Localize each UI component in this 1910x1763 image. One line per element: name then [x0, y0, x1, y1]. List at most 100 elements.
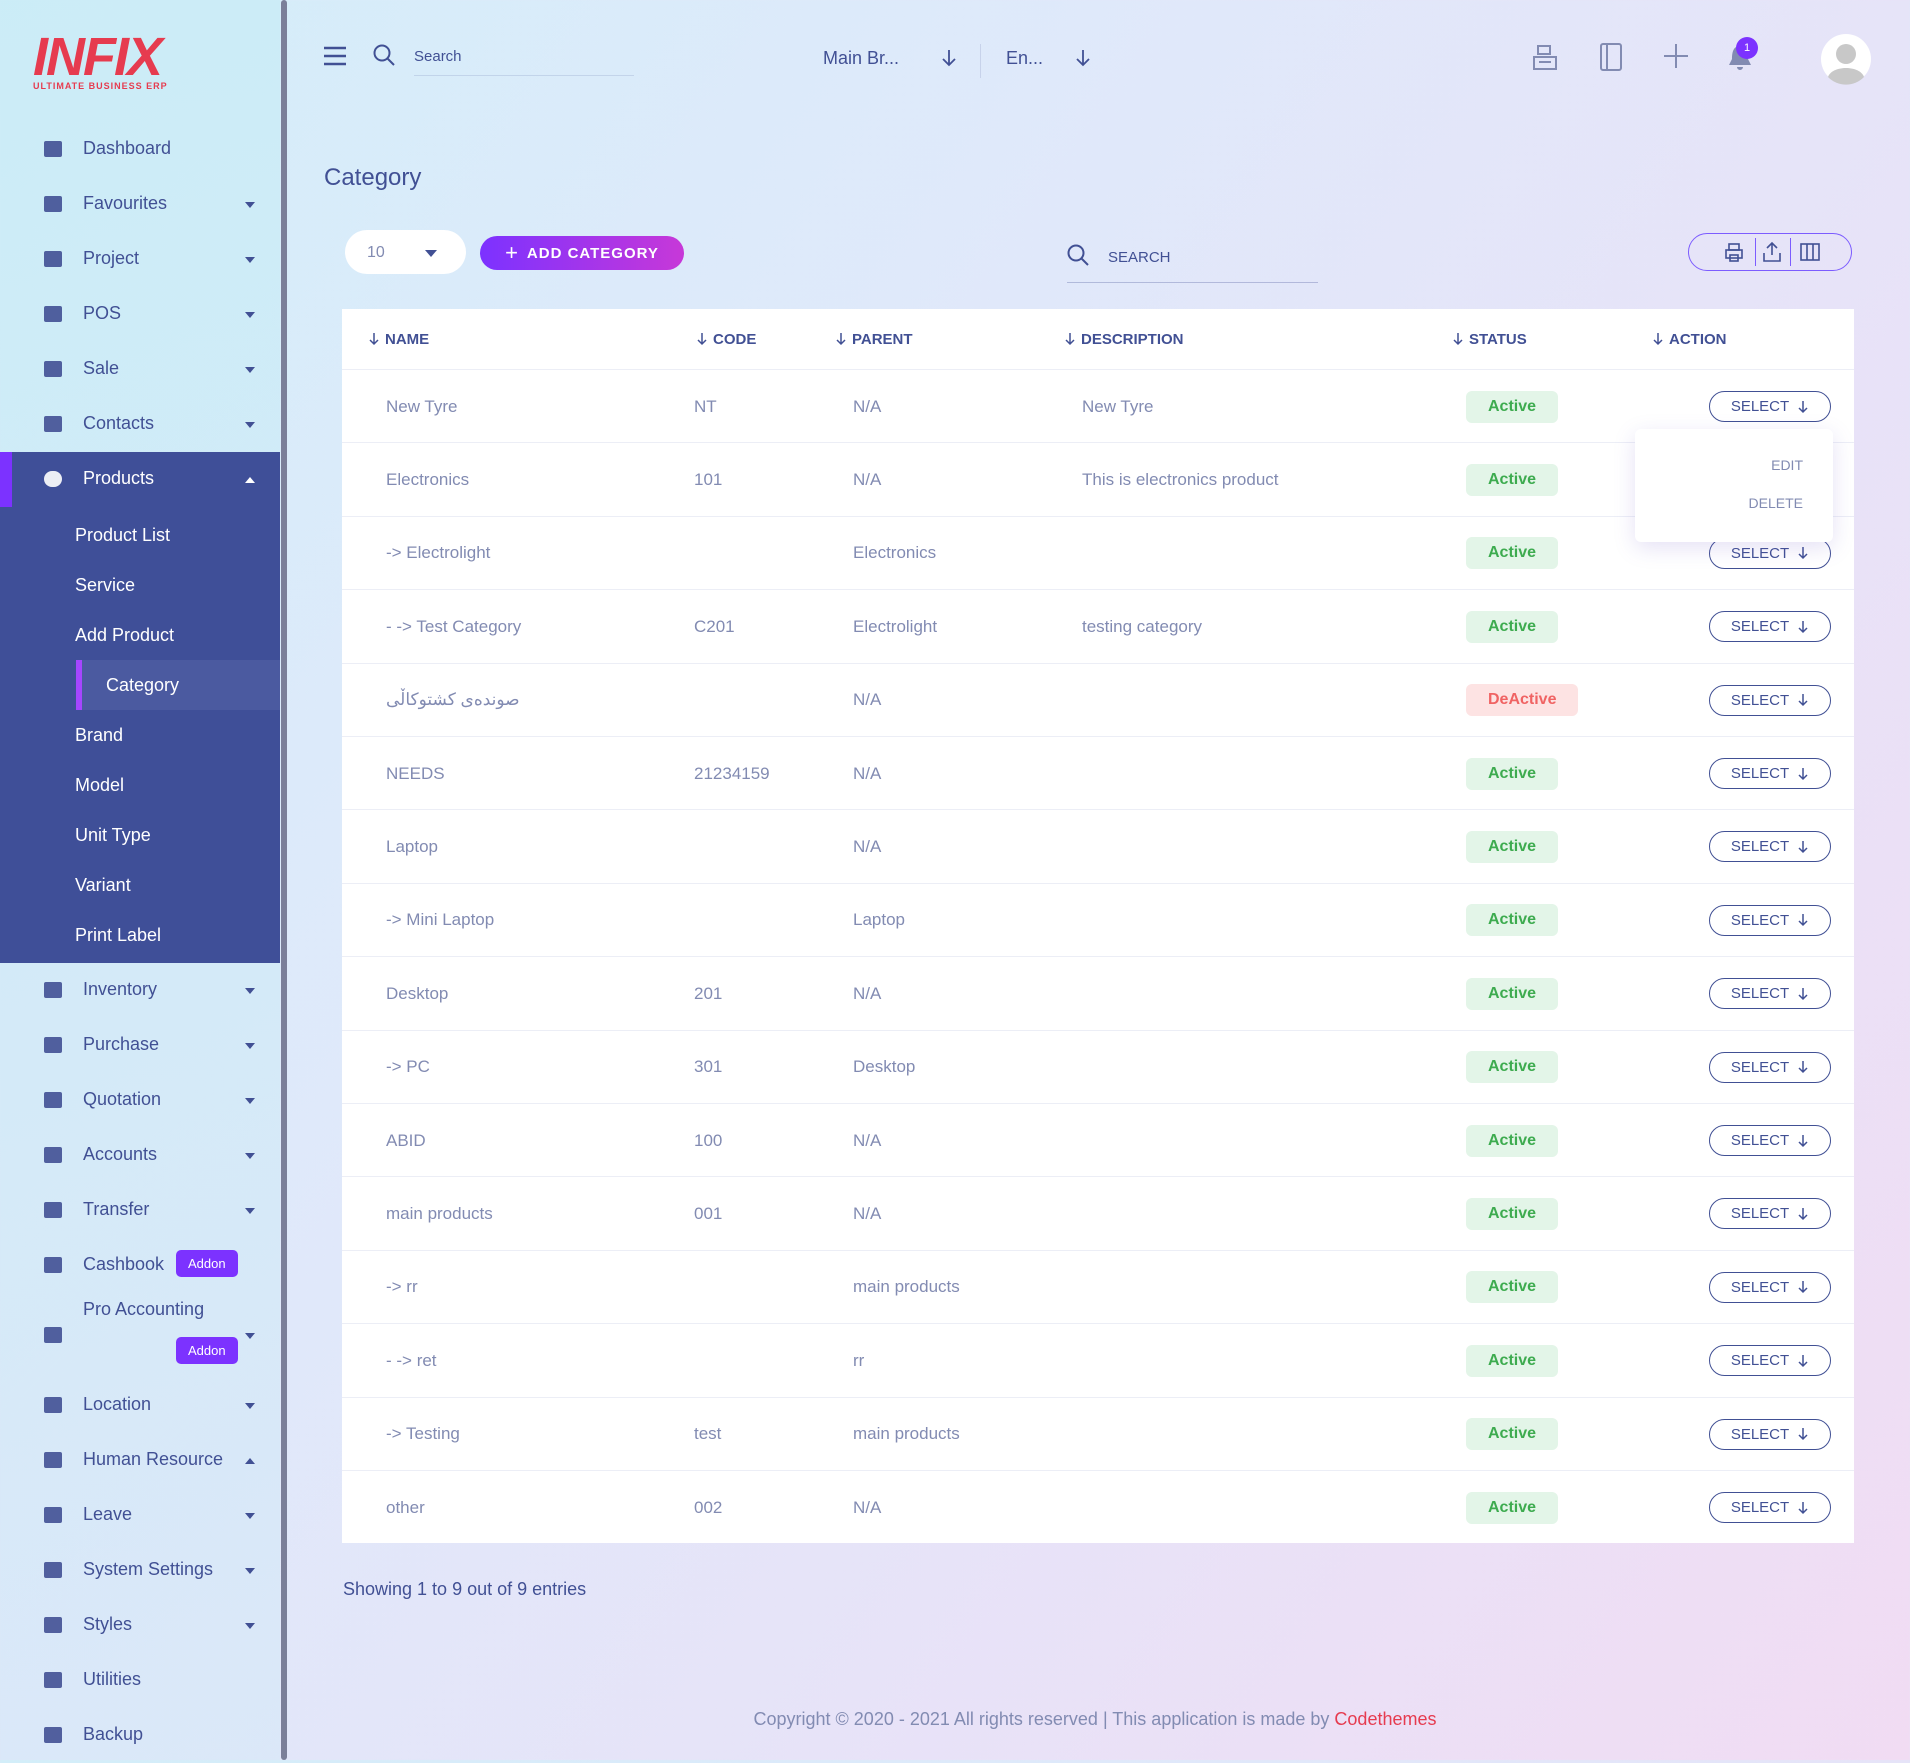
select-arrow [1798, 767, 1808, 780]
menu-item[interactable]: Human Resource [0, 1433, 280, 1488]
select-button[interactable]: SELECT [1709, 978, 1831, 1010]
table-row: -> rr main products Active SELECT [342, 1249, 1854, 1324]
menu-item[interactable]: Cashbook Addon [0, 1238, 280, 1293]
branch-select[interactable]: Main Br... [823, 48, 900, 68]
select-button[interactable]: SELECT [1709, 758, 1831, 789]
select-arrow [1798, 1428, 1808, 1441]
dropdown-option[interactable]: DELETE [1748, 495, 1803, 511]
column-header[interactable]: ACTION [1652, 309, 1727, 369]
select-button[interactable]: SELECT [1709, 831, 1831, 863]
table-cell: N/A [853, 396, 882, 416]
menu-item[interactable]: Products [0, 452, 280, 507]
status-badge: Active [1466, 1418, 1559, 1451]
select-label: SELECT [1730, 544, 1790, 562]
menu-toggle[interactable] [323, 45, 347, 67]
column-header[interactable]: NAME [368, 309, 429, 369]
table-cell: Electronics [386, 469, 470, 489]
add-icon[interactable] [1663, 43, 1689, 69]
avatar[interactable] [1820, 33, 1872, 85]
menu-label: Utilities [83, 1669, 142, 1689]
menu-label: Accounts [83, 1144, 158, 1164]
menu-item[interactable]: Inventory [0, 963, 280, 1018]
select-button[interactable]: SELECT [1709, 684, 1831, 716]
menu-item[interactable]: Styles [0, 1598, 280, 1653]
top-search[interactable]: Search [414, 48, 634, 76]
menu-item[interactable]: Quotation [0, 1073, 280, 1128]
submenu-item[interactable]: Brand [0, 710, 280, 760]
select-button[interactable]: SELECT [1709, 611, 1831, 643]
pos-icon[interactable] [1531, 43, 1559, 71]
export-button[interactable] [1762, 241, 1782, 263]
menu-item[interactable]: Utilities [0, 1653, 280, 1708]
status-badge: Active [1466, 977, 1559, 1010]
dropdown-option[interactable]: EDIT [1771, 457, 1803, 473]
submenu-item[interactable]: Model [0, 760, 280, 810]
submenu-label: Category [106, 674, 180, 695]
column-header[interactable]: STATUS [1452, 309, 1527, 369]
submenu-item[interactable]: Unit Type [0, 810, 280, 860]
status-cell: DeActive [1466, 664, 1579, 737]
page-size-select[interactable]: 10 [345, 230, 466, 274]
menu-item[interactable]: Contacts [0, 397, 280, 452]
table-cell: -> Electrolight [386, 543, 491, 563]
submenu-item[interactable]: Variant [0, 860, 280, 910]
menu-item[interactable]: Transfer [0, 1183, 280, 1238]
select-label: SELECT [1730, 1205, 1790, 1223]
select-label: SELECT [1730, 838, 1790, 856]
menu-item[interactable]: Leave [0, 1488, 280, 1543]
divider [980, 44, 981, 78]
scrollbar[interactable] [281, 0, 287, 1760]
select-button[interactable]: SELECT [1709, 537, 1831, 569]
table-search[interactable]: SEARCH [1067, 248, 1318, 283]
submenu-label: Unit Type [75, 824, 151, 845]
menu-item[interactable]: System Settings [0, 1543, 280, 1598]
submenu-item[interactable]: Product List [0, 510, 280, 560]
menu-item[interactable]: Location [0, 1378, 280, 1433]
notebook-icon[interactable] [1598, 42, 1624, 72]
column-header[interactable]: PARENT [835, 309, 913, 369]
select-button[interactable]: SELECT [1709, 904, 1831, 936]
menu-item[interactable]: Accounts [0, 1128, 280, 1183]
select-button[interactable]: SELECT [1709, 1271, 1831, 1303]
menu-item[interactable]: POS [0, 287, 280, 342]
submenu-item[interactable]: Print Label [0, 910, 280, 960]
select-button[interactable]: SELECT [1709, 1125, 1831, 1156]
logo[interactable]: INFIX [33, 27, 163, 87]
menu-item[interactable]: Sale [0, 342, 280, 397]
table-row: صوندەی کشتوکاڵی N/A DeActive SELECT [342, 662, 1854, 737]
submenu-item[interactable]: Category [76, 660, 280, 710]
select-button[interactable]: SELECT [1709, 391, 1831, 422]
select-button[interactable]: SELECT [1709, 1051, 1831, 1083]
menu-icon [44, 1202, 62, 1218]
select-button[interactable]: SELECT [1709, 1492, 1831, 1523]
column-header[interactable]: CODE [696, 309, 756, 369]
select-button[interactable]: SELECT [1709, 1418, 1831, 1450]
menu-item[interactable]: Favourites [0, 177, 280, 232]
select-button[interactable]: SELECT [1709, 1198, 1831, 1230]
menu-item[interactable]: Backup [0, 1708, 280, 1763]
table-cell: -> rr [386, 1277, 418, 1297]
status-badge: Active [1466, 1051, 1559, 1084]
table-cell: -> PC [386, 1057, 430, 1077]
table-row: -> Mini Laptop Laptop Active SELECT [342, 882, 1854, 957]
column-header[interactable]: DESCRIPTION [1064, 309, 1184, 369]
menu-item[interactable]: Project [0, 232, 280, 287]
table-row: - -> Test Category C201 Electrolight testin… [342, 589, 1854, 663]
add-category-button[interactable]: + ADD CATEGORY [480, 236, 684, 270]
status-badge: Active [1466, 1124, 1559, 1157]
submenu-item[interactable]: Add Product [0, 610, 280, 660]
columns-button[interactable] [1799, 242, 1821, 262]
divider [1790, 238, 1791, 266]
print-button[interactable] [1724, 242, 1744, 262]
menu-item[interactable]: Purchase [0, 1018, 280, 1073]
menu-icon [44, 1672, 62, 1688]
table-cell: NT [694, 396, 717, 416]
menu-icon [44, 251, 62, 267]
menu-item[interactable]: Pro Accounting Addon [0, 1293, 280, 1378]
select-button[interactable]: SELECT [1709, 1345, 1831, 1377]
author-link[interactable]: Codethemes [1334, 1709, 1437, 1729]
menu-item[interactable]: Dashboard [0, 122, 280, 177]
language-select[interactable]: En... [1006, 48, 1044, 68]
submenu-item[interactable]: Service [0, 560, 280, 610]
